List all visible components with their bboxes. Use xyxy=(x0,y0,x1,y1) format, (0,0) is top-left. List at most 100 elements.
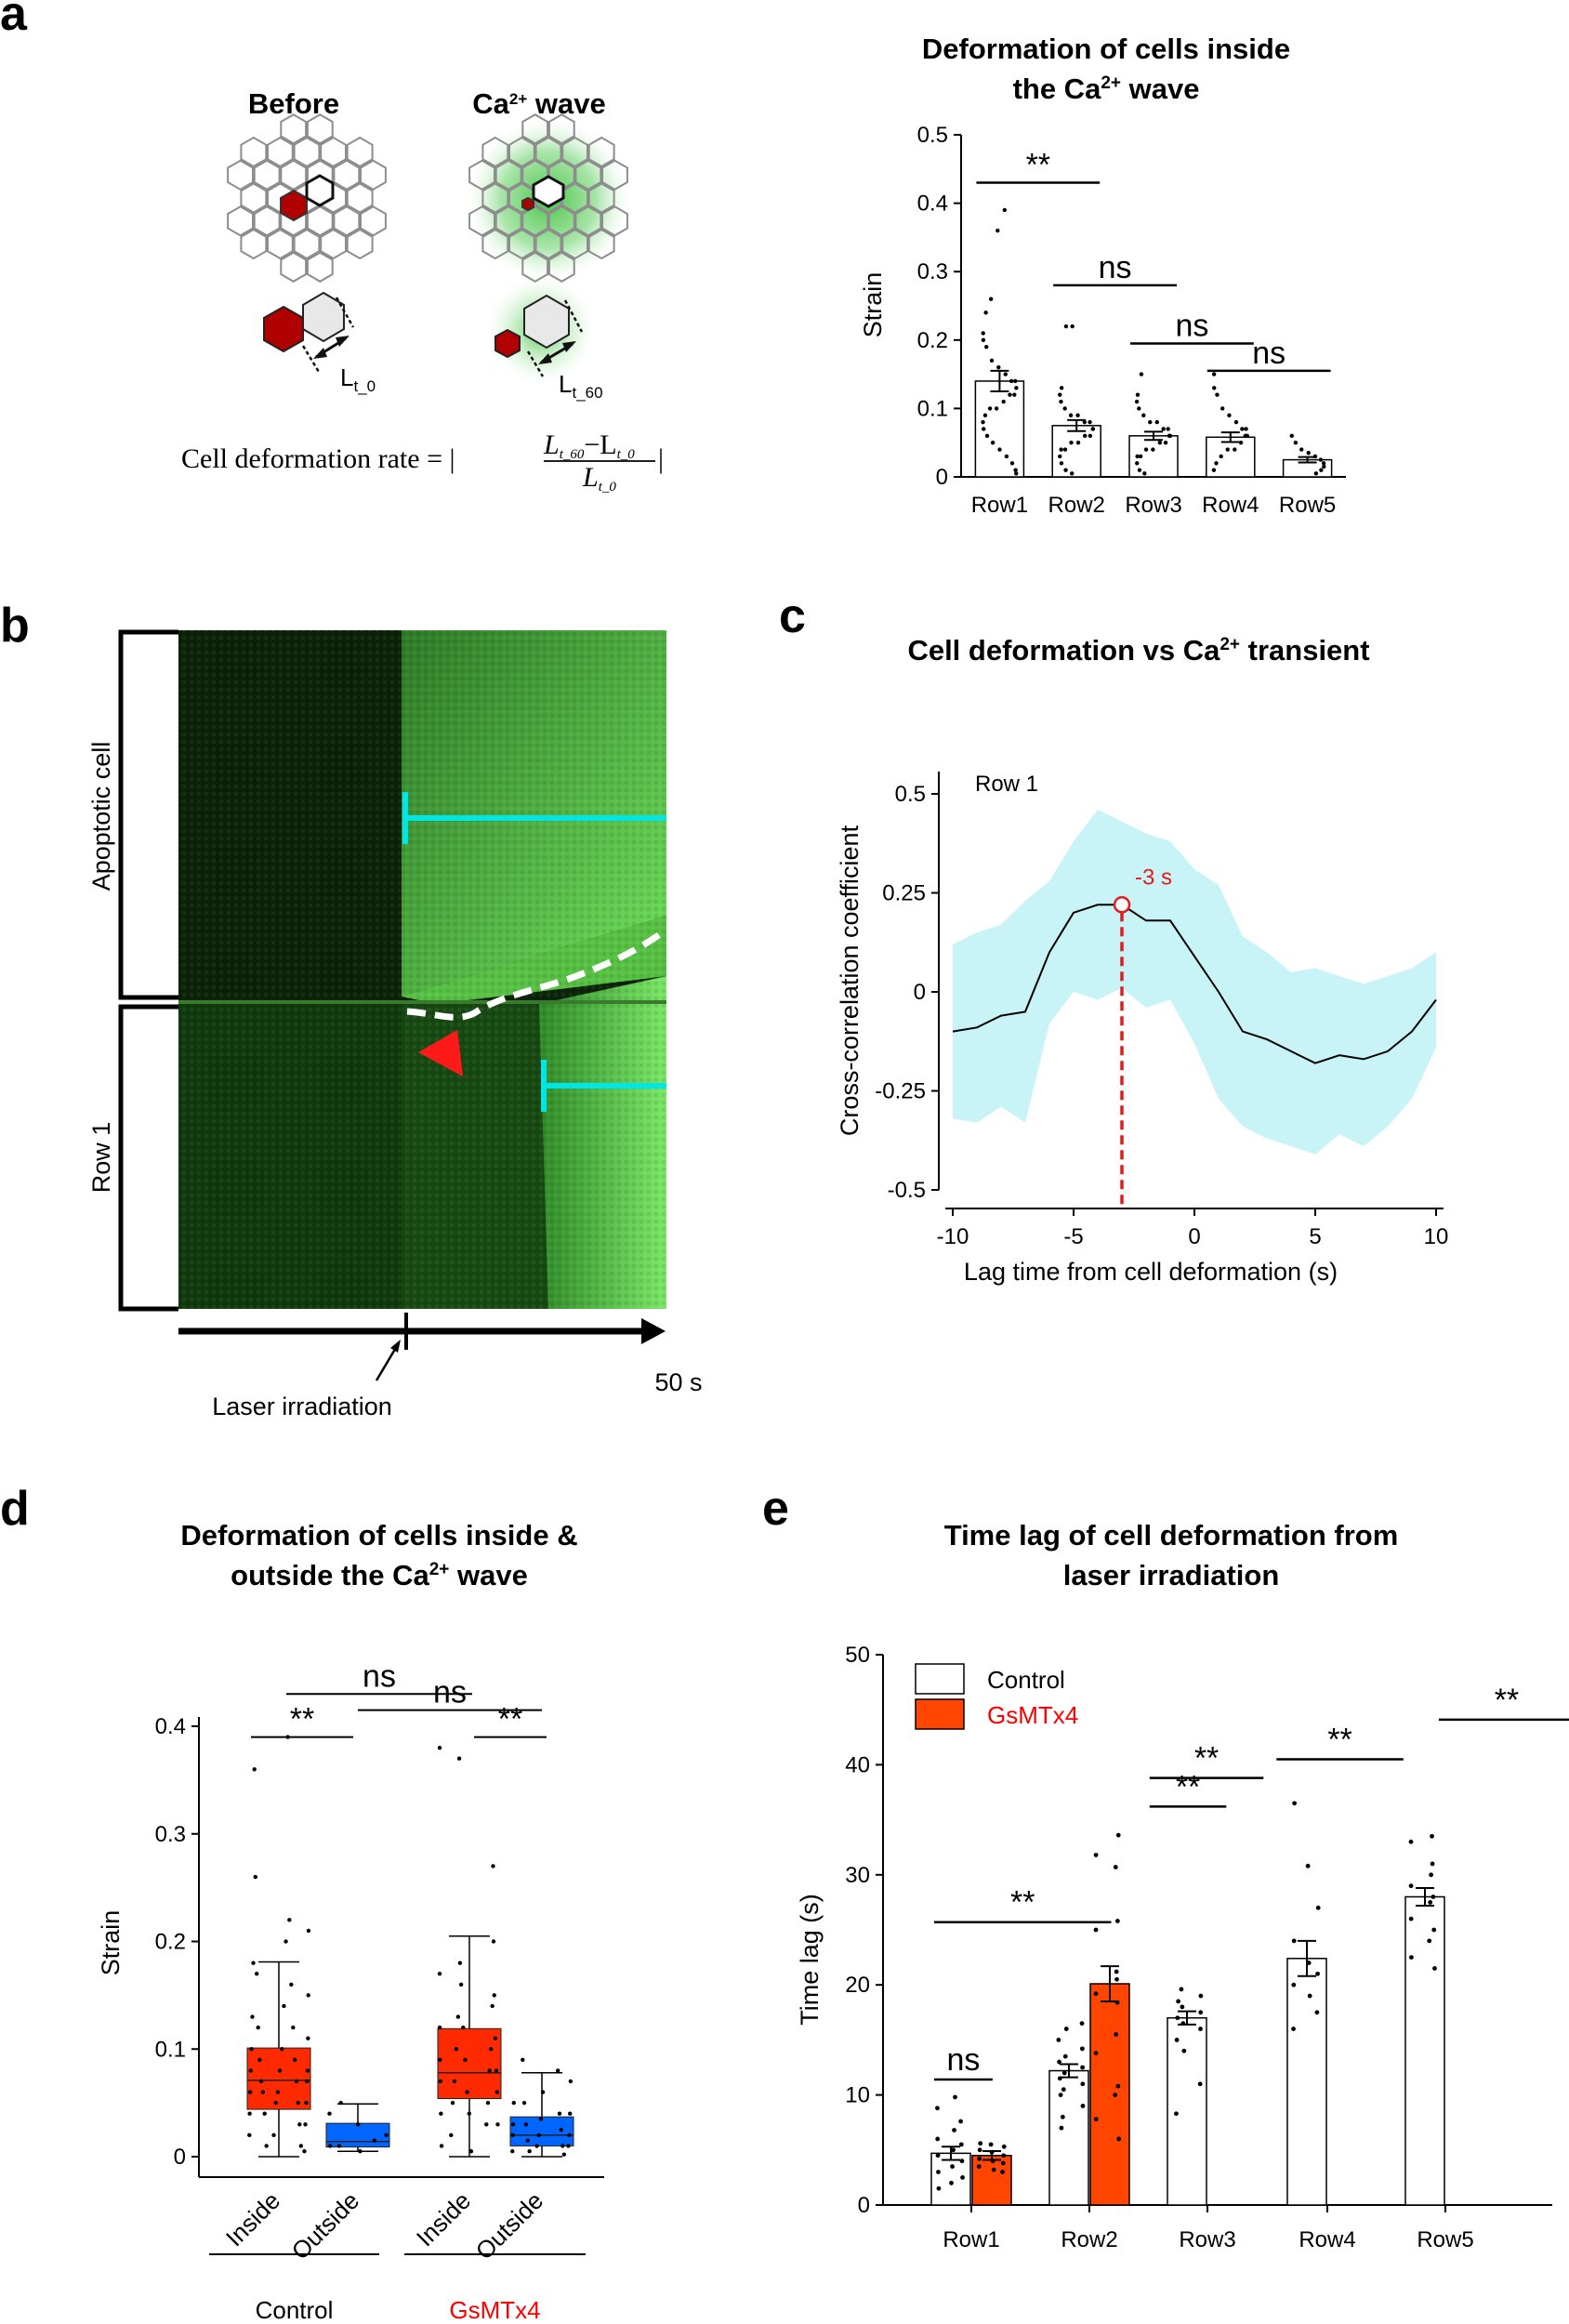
lattice-cell xyxy=(534,228,562,260)
chart-d-point xyxy=(384,2133,389,2138)
chart-a-point xyxy=(982,413,988,417)
chart-e-xtick-label: Row5 xyxy=(1417,2227,1473,2252)
chart-d-point xyxy=(540,2090,546,2094)
chart-d-point xyxy=(468,2149,474,2154)
lattice-cell xyxy=(587,136,615,168)
laser-pointer xyxy=(375,1345,399,1381)
chart-d-xtick-label: Outside xyxy=(286,2186,365,2265)
lattice-cell xyxy=(561,228,588,260)
chart-a-ytick-label: 0.3 xyxy=(917,259,948,284)
chart-d-title-line2: outside the Ca2+ wave xyxy=(231,1559,528,1591)
chart-e-point xyxy=(1198,2010,1204,2015)
chart-d-point xyxy=(525,2138,530,2143)
neighbor-cell-before xyxy=(305,174,335,207)
chart-a-point xyxy=(1009,378,1014,384)
chart-e-point xyxy=(989,2149,995,2155)
formula-numerator: Lt_60−Lt_0 xyxy=(543,429,635,462)
chart-a-ytick-label: 0.2 xyxy=(917,328,948,353)
chart-c-ytick-label: 0.25 xyxy=(882,881,926,906)
chart-e-point xyxy=(991,2167,996,2172)
chart-c-ytick-label: 0 xyxy=(914,980,926,1005)
chart-d-point xyxy=(457,1961,463,1965)
chart-e-point xyxy=(1198,1993,1204,1999)
chart-a-point xyxy=(981,331,985,336)
chart-a-point xyxy=(1243,433,1248,439)
chart-d-point xyxy=(523,2122,529,2127)
chart-d-point xyxy=(492,1993,496,1998)
chart-d-point xyxy=(250,2014,255,2019)
chart-e-point xyxy=(1180,2021,1186,2027)
lattice-cell xyxy=(468,205,495,237)
chart-e-point xyxy=(1291,1982,1297,1987)
chart-d-point xyxy=(566,2144,571,2148)
chart-e-ytick-label: 10 xyxy=(845,2083,870,2108)
chart-e-title-line1: Time lag of cell deformation from xyxy=(944,1519,1399,1552)
chart-e-point xyxy=(1062,2053,1068,2059)
chart-d-point xyxy=(452,2079,457,2084)
lattice-cell xyxy=(346,228,374,260)
lattice-cell xyxy=(601,159,628,191)
chart-d-xtick-label: Inside xyxy=(411,2186,476,2251)
chart-d-point xyxy=(568,2079,574,2084)
chart-e-bar xyxy=(1048,2069,1089,2206)
chart-d-ytick-label: 0.4 xyxy=(155,1714,186,1739)
chart-e-point xyxy=(1057,2059,1061,2065)
chart-d-point xyxy=(490,2003,494,2009)
chart-a-point xyxy=(1313,471,1319,476)
chart-d-ytick-label: 0.3 xyxy=(155,1822,186,1847)
chart-e-point xyxy=(1061,2070,1067,2076)
chart-d-point xyxy=(534,2144,539,2148)
chart-a-ytick-label: 0 xyxy=(936,465,948,490)
chart-d-point xyxy=(439,2111,443,2116)
lattice-cell xyxy=(240,228,268,260)
chart-e-point xyxy=(1176,1999,1181,2004)
chart-d-point xyxy=(527,2149,532,2154)
chart-d-point xyxy=(253,1874,257,1880)
chart-a-point xyxy=(1220,406,1225,411)
chart-d-point xyxy=(303,2122,308,2127)
chart-e-point xyxy=(1307,1993,1312,1999)
chart-a-point xyxy=(984,433,990,439)
chart-e-point xyxy=(1093,1853,1099,1857)
chart-c-ytick-label: 0.5 xyxy=(895,782,926,807)
chart-d-point xyxy=(465,2090,469,2094)
chart-e-point xyxy=(976,2164,982,2169)
chart-e-point xyxy=(1000,2170,1005,2174)
chart-a-point xyxy=(1212,386,1217,390)
chart-d-point xyxy=(248,2068,253,2073)
lattice-cell xyxy=(547,251,575,283)
chart-a-point xyxy=(1083,433,1088,439)
chart-d-point xyxy=(485,2100,491,2106)
chart-a-point xyxy=(996,365,1001,370)
lattice-cell xyxy=(481,228,509,260)
chart-e-point xyxy=(1063,2027,1069,2031)
chart-d-point xyxy=(302,2149,307,2154)
chart-e-point xyxy=(1093,1991,1099,1997)
chart-a-point xyxy=(1070,471,1075,476)
chart-a-point xyxy=(1166,427,1170,431)
lattice-cell xyxy=(587,228,615,260)
chart-a-point xyxy=(1238,441,1244,445)
chart-a-point xyxy=(1141,413,1146,417)
chart-d-point xyxy=(306,1928,311,1934)
chart-e-xtick-label: Row4 xyxy=(1299,2227,1355,2252)
lattice-cell xyxy=(508,136,535,168)
chart-e-point xyxy=(1305,1863,1311,1868)
lattice-cell xyxy=(240,136,268,168)
laser-pointer-arrow-icon xyxy=(390,1340,401,1353)
chart-a-point xyxy=(1233,447,1237,452)
arrow-head-icon xyxy=(336,336,349,347)
chart-d-point xyxy=(454,2047,459,2052)
chart-a-point xyxy=(1139,372,1144,376)
chart-a-point xyxy=(1134,399,1140,404)
chart-d-point xyxy=(273,2100,278,2106)
chart-a-xtick-label: Row4 xyxy=(1202,493,1259,518)
chart-c-confidence-band xyxy=(953,810,1436,1155)
chart-a-ytick-label: 0.1 xyxy=(917,396,948,421)
chart-e-bar xyxy=(1286,1958,1327,2206)
time-axis-arrow-icon xyxy=(641,1318,666,1344)
chart-d-point xyxy=(521,2057,525,2063)
chart-d-point xyxy=(494,2068,499,2073)
chart-d-point xyxy=(247,2133,252,2138)
